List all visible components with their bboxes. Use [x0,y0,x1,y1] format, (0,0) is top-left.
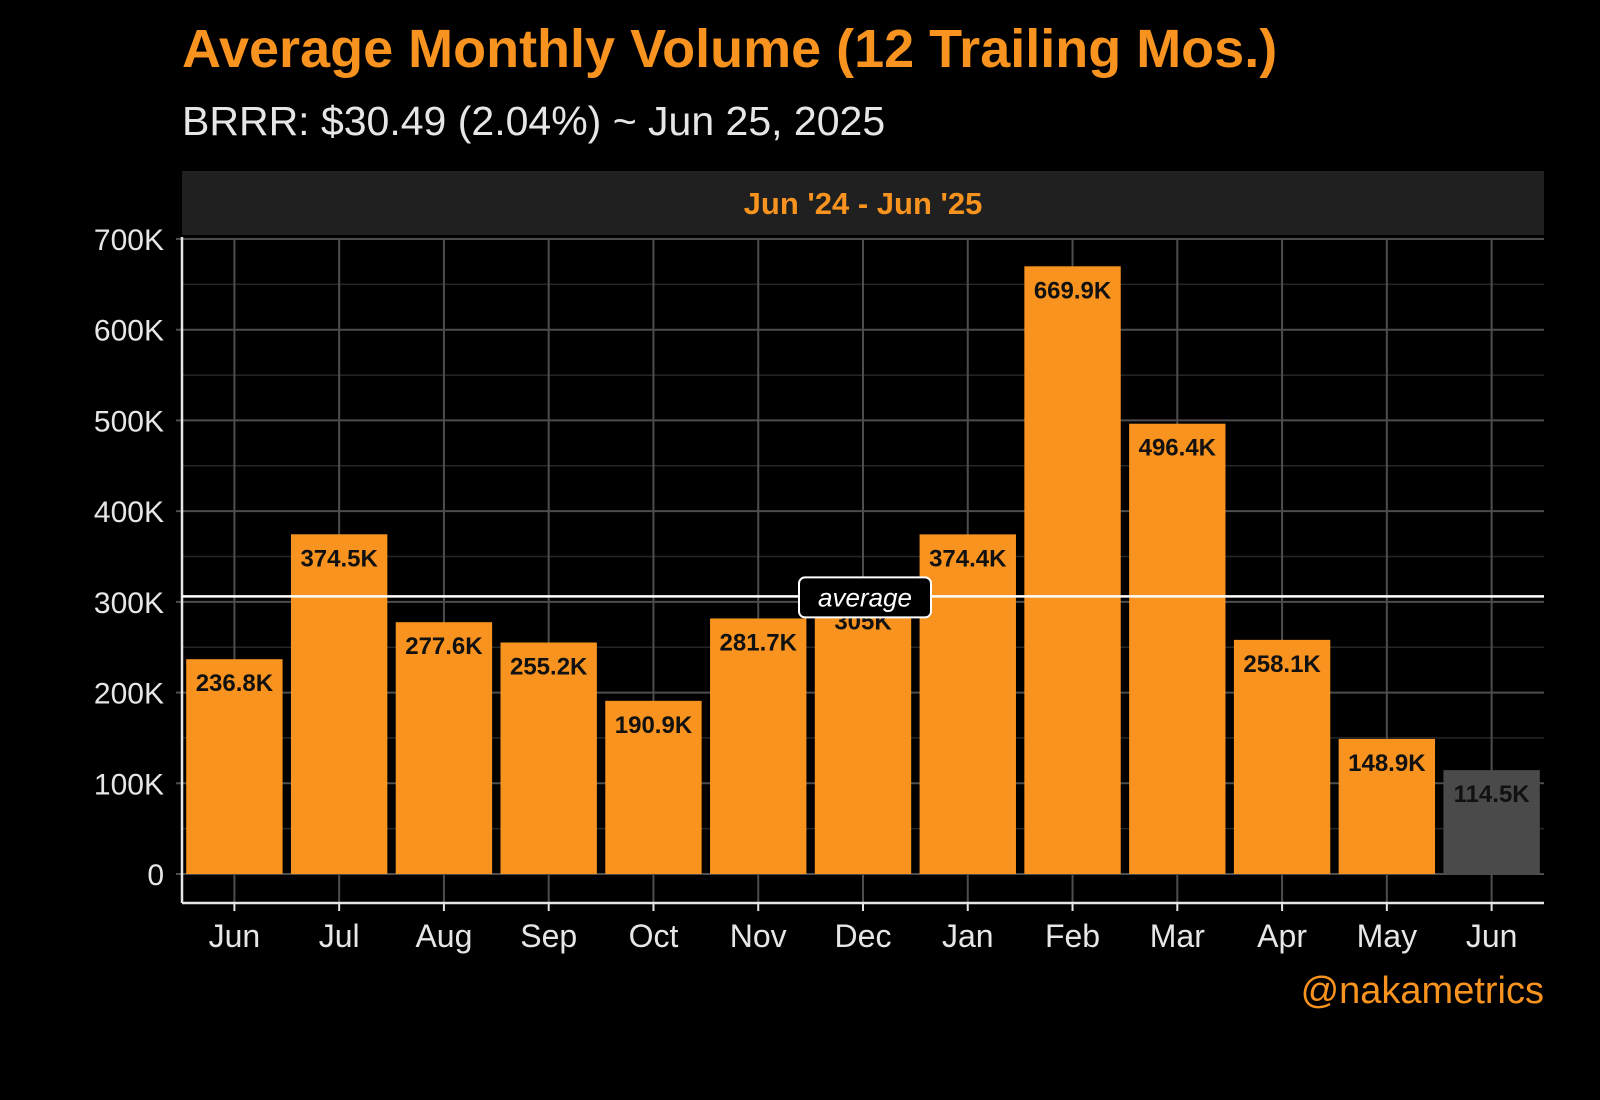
x-tick-label: Jan [942,918,994,954]
bar-value-label: 114.5K [1454,781,1531,808]
bar-value-label: 281.7K [720,629,798,656]
x-tick-label: Oct [629,918,679,954]
bar [1129,423,1226,874]
y-tick-label: 500K [94,405,164,438]
x-tick-label: Jul [319,918,360,954]
y-tick-label: 200K [94,678,164,711]
y-tick-label: 0 [147,859,164,892]
x-tick-label: May [1357,918,1417,954]
bar [814,597,912,874]
bar-value-label: 190.9K [615,712,693,739]
bar [1338,738,1436,874]
bar [290,534,388,874]
bar [605,700,702,874]
x-tick-label: Feb [1045,918,1100,954]
x-tick-label: Sep [520,918,577,954]
y-tick-label: 100K [94,768,164,801]
bar-value-label: 258.1K [1243,651,1321,678]
axes: 0 100K 200K 300K 400K 500K 600K 700K Jun Jul Aug Se… [94,224,1544,954]
x-tick-label: Dec [835,918,892,954]
y-tick-label: 600K [94,315,164,348]
x-tick-label: Nov [730,918,787,954]
credit-handle: @nakametrics [1300,970,1544,1012]
x-tick-label: Aug [415,918,472,954]
x-tick-label: Mar [1150,918,1205,954]
bars: 236.8K374.5K277.6K255.2K190.9K281.7K305K… [186,266,1540,874]
bar-value-label: 374.5K [300,545,378,572]
bar [395,622,493,874]
y-tick-label: 400K [94,496,164,529]
y-tick-label: 300K [94,587,164,620]
x-tick-label: Jun [1466,918,1518,954]
bar-value-label: 236.8K [196,670,274,697]
average-label: average [818,582,912,612]
bar-value-label: 148.9K [1348,750,1426,777]
bar [186,659,283,874]
bar [1233,639,1331,874]
bar [919,534,1016,874]
bar [1443,770,1540,874]
x-tick-label: Jun [209,918,261,954]
y-tick-label: 700K [94,224,164,257]
bar-value-label: 277.6K [405,633,483,660]
bar [710,618,807,874]
bar-value-label: 496.4K [1139,435,1217,462]
bar-value-label: 669.9K [1034,277,1112,304]
chart-subtitle: BRRR: $30.49 (2.04%) ~ Jun 25, 2025 [182,98,886,144]
bar-value-label: 255.2K [510,653,588,680]
x-tick-label: Apr [1257,918,1307,954]
bar [1024,266,1121,874]
bar-value-label: 374.4K [929,545,1007,572]
facet-strip [182,171,1544,235]
average-line-group: average [182,576,1544,619]
bar [500,642,597,874]
chart-title: Average Monthly Volume (12 Trailing Mos.… [182,19,1278,79]
average-label-box [798,576,932,619]
facet-label: Jun '24 - Jun '25 [744,186,983,221]
